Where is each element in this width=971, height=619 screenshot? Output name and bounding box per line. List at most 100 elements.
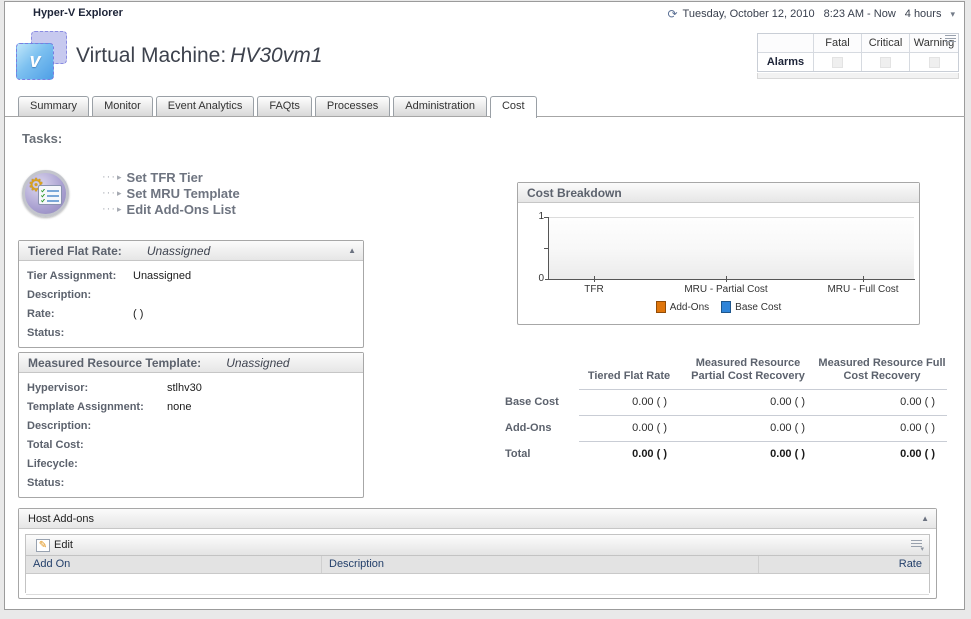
task-label: Edit Add-Ons List	[126, 201, 236, 217]
x-category-label: MRU - Full Cost	[827, 284, 899, 295]
x-category-label: TFR	[584, 284, 604, 295]
vm-icon-front-layer: v	[16, 43, 54, 80]
alarm-status-empty	[832, 56, 843, 68]
task-set-mru-template[interactable]: ··· ▸ Set MRU Template	[102, 185, 240, 201]
column-header-mr-partial: Measured Resource Partial Cost Recovery	[679, 350, 817, 390]
field-label: Status:	[27, 327, 65, 339]
column-header-description[interactable]: Description	[321, 556, 758, 573]
vm-icon-letter: v	[29, 50, 41, 72]
y-tick-label: 0	[538, 273, 544, 284]
table-cell: 0.00 ( )	[632, 448, 667, 460]
alarms-row-label: Alarms	[758, 52, 813, 71]
task-label: Set TFR Tier	[126, 169, 203, 185]
y-tick-label: 1	[538, 211, 544, 222]
cost-summary-table: Tiered Flat Rate Measured Resource Parti…	[505, 350, 951, 468]
measured-resource-template-header: Measured Resource Template: Unassigned	[19, 353, 363, 373]
chart-legend: Add-Ons Base Cost	[518, 301, 919, 313]
alarms-fatal-cell[interactable]	[813, 52, 861, 71]
task-list: ··· ▸ Set TFR Tier ··· ▸ Set MRU Template …	[102, 169, 240, 217]
legend-base-cost: Base Cost	[721, 301, 781, 313]
alarms-critical-cell[interactable]	[861, 52, 909, 71]
table-cell: 0.00 ( )	[579, 390, 679, 416]
tab-cost[interactable]: Cost	[489, 96, 537, 118]
field-label: Description:	[27, 289, 92, 301]
tab-faqts[interactable]: FAQts	[257, 96, 312, 116]
page-title: Virtual Machine: HV30vm1	[76, 44, 322, 68]
tab-administration[interactable]: Administration	[393, 96, 487, 116]
app-title: Hyper-V Explorer	[33, 7, 123, 19]
alarms-warning-cell[interactable]	[909, 52, 958, 71]
column-header-mr-full: Measured Resource Full Cost Recovery	[817, 350, 947, 390]
tasks-heading: Tasks:	[22, 131, 63, 146]
tab-monitor[interactable]: Monitor	[92, 96, 153, 116]
tasks-icon: ⚙	[22, 170, 69, 217]
panel-assignment: Unassigned	[146, 244, 211, 258]
task-set-tfr-tier[interactable]: ··· ▸ Set TFR Tier	[102, 169, 203, 185]
alarms-table-footer	[757, 73, 959, 79]
tiered-flat-rate-header: Tiered Flat Rate: Unassigned ▲	[19, 241, 363, 261]
edit-button-label: Edit	[54, 539, 73, 551]
edit-button[interactable]: ✎ Edit	[32, 538, 77, 553]
base-cost-swatch	[721, 301, 732, 313]
alarms-header-row: Fatal Critical Warning	[758, 34, 958, 52]
column-header-add-on[interactable]: Add On	[33, 558, 71, 570]
tab-event-analytics[interactable]: Event Analytics	[155, 96, 255, 116]
tiered-flat-rate-panel: Tiered Flat Rate: Unassigned ▲ Tier Assi…	[18, 240, 364, 348]
tab-processes[interactable]: Processes	[314, 96, 391, 116]
table-cell: 0.00 ( )	[817, 390, 947, 416]
alarm-status-empty	[928, 56, 940, 68]
chevron-down-icon[interactable]: ▾	[950, 8, 955, 19]
checklist-icon	[38, 185, 62, 205]
table-cell: 0.00 ( )	[900, 448, 935, 460]
alarms-table: Fatal Critical Warning Alarms	[757, 33, 959, 72]
page-title-prefix: Virtual Machine:	[76, 44, 227, 67]
table-options-icon[interactable]	[945, 35, 957, 45]
cost-breakdown-panel: Cost Breakdown 1 0 TFR MRU - Partial Cos…	[517, 182, 920, 325]
table-cell: 0.00 ( )	[679, 390, 817, 416]
column-header-tiered-flat-rate: Tiered Flat Rate	[579, 350, 679, 390]
task-edit-add-ons-list[interactable]: ··· ▸ Edit Add-Ons List	[102, 201, 236, 217]
x-category-label: MRU - Partial Cost	[684, 284, 768, 295]
table-cell: 0.00 ( )	[679, 416, 817, 442]
field-label: Lifecycle:	[27, 458, 78, 470]
task-arrow-icon: ···	[102, 171, 116, 183]
task-label: Set MRU Template	[126, 185, 240, 201]
host-add-ons-table: ✎ Edit ▾ Add On Description Rate	[25, 534, 930, 595]
vm-name: HV30vm1	[230, 44, 323, 67]
row-label-base-cost: Base Cost	[505, 396, 559, 408]
cost-breakdown-chart: 1 0 TFR MRU - Partial Cost MRU - Full Co…	[518, 203, 919, 324]
tiered-flat-rate-body: Tier Assignment: Unassigned Description: …	[19, 261, 363, 347]
chart-x-axis	[545, 279, 915, 280]
alarms-header-critical: Critical	[861, 34, 909, 52]
alarms-header-empty	[758, 34, 813, 52]
alarms-header-fatal: Fatal	[813, 34, 861, 52]
field-label: Total Cost:	[27, 439, 84, 451]
field-label: Status:	[27, 477, 65, 489]
task-arrow-icon: ···	[102, 203, 116, 215]
empty-table-row	[26, 574, 929, 595]
field-label: Template Assignment:	[27, 401, 144, 413]
collapse-icon[interactable]: ▲	[921, 514, 929, 523]
tab-strip-divider	[5, 116, 965, 117]
field-value: ( )	[133, 308, 144, 320]
field-value: Unassigned	[133, 270, 192, 282]
timerange-duration: 4 hours	[904, 8, 942, 20]
add-ons-swatch	[655, 301, 666, 313]
panel-title: Host Add-ons	[28, 513, 95, 525]
field-label: Rate:	[27, 308, 55, 320]
field-label: Description:	[27, 420, 92, 432]
tab-summary[interactable]: Summary	[18, 96, 90, 116]
host-add-ons-panel: Host Add-ons ▲ ✎ Edit ▾ Add On Descripti…	[18, 508, 937, 599]
chart-plot-area	[549, 217, 914, 279]
table-options-icon[interactable]: ▾	[911, 540, 924, 553]
timerange-selector[interactable]: ⟳ Tuesday, October 12, 2010 8:23 AM - No…	[667, 7, 955, 21]
tab-strip: Summary Monitor Event Analytics FAQts Pr…	[18, 96, 537, 118]
alarms-data-row: Alarms	[758, 52, 958, 71]
cost-breakdown-header: Cost Breakdown	[518, 183, 919, 203]
column-header-rate[interactable]: Rate	[758, 556, 929, 573]
row-label-add-ons: Add-Ons	[505, 422, 552, 434]
pencil-icon: ✎	[36, 538, 50, 552]
collapse-icon[interactable]: ▲	[348, 246, 356, 255]
table-cell: 0.00 ( )	[579, 416, 679, 442]
